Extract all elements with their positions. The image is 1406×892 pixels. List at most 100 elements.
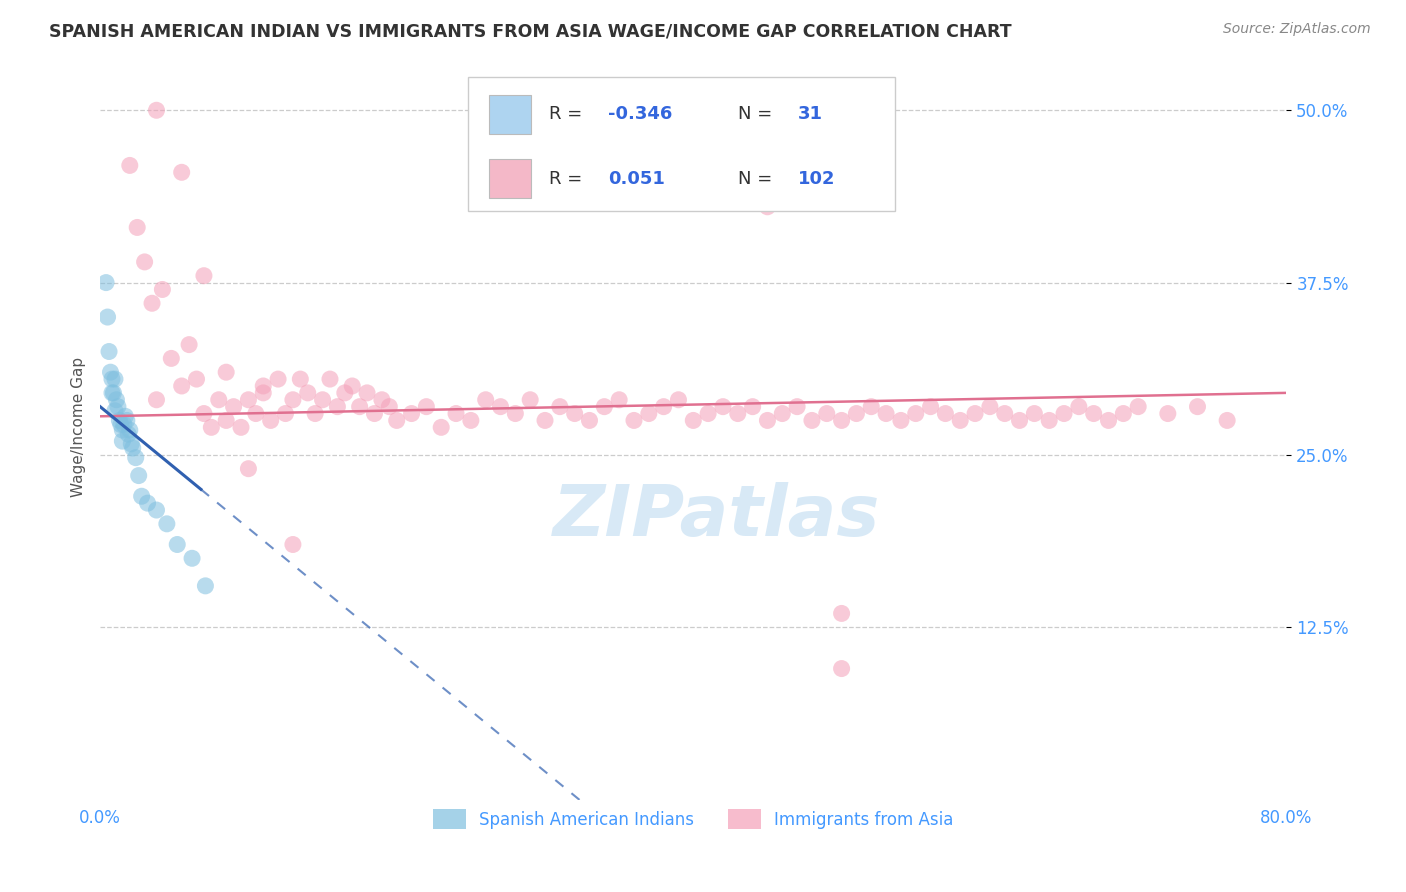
Point — [711, 400, 734, 414]
Point — [845, 407, 868, 421]
Point — [652, 400, 675, 414]
Text: 0.051: 0.051 — [607, 169, 665, 187]
Point — [108, 413, 131, 427]
Point — [378, 400, 401, 414]
Point — [121, 441, 143, 455]
Point — [215, 413, 238, 427]
Point — [145, 503, 167, 517]
Point — [260, 413, 283, 427]
Point — [1187, 400, 1209, 414]
Point — [100, 365, 122, 379]
Point — [460, 413, 482, 427]
Point — [860, 400, 883, 414]
Point — [170, 165, 193, 179]
Point — [326, 400, 349, 414]
Point — [756, 200, 779, 214]
Point — [166, 537, 188, 551]
Point — [1128, 400, 1150, 414]
Text: N =: N = — [738, 169, 779, 187]
Point — [281, 537, 304, 551]
Point — [890, 413, 912, 427]
Point — [682, 165, 704, 179]
Point — [489, 400, 512, 414]
Point — [111, 423, 134, 437]
Point — [170, 379, 193, 393]
Point — [145, 103, 167, 118]
Point — [114, 409, 136, 424]
Point — [131, 489, 153, 503]
Point — [141, 296, 163, 310]
Point — [96, 310, 118, 324]
Point — [297, 385, 319, 400]
Point — [1216, 413, 1239, 427]
Point — [1053, 407, 1076, 421]
Point — [815, 407, 838, 421]
Text: R =: R = — [548, 169, 588, 187]
Point — [1083, 407, 1105, 421]
Point — [875, 407, 897, 421]
Point — [831, 413, 853, 427]
Point — [727, 407, 749, 421]
Point — [94, 276, 117, 290]
Point — [385, 413, 408, 427]
Point — [229, 420, 252, 434]
Point — [534, 413, 557, 427]
Point — [193, 407, 215, 421]
Point — [200, 420, 222, 434]
Point — [1157, 407, 1180, 421]
Point — [593, 400, 616, 414]
Point — [117, 427, 139, 442]
Point — [682, 413, 704, 427]
Point — [371, 392, 394, 407]
Point — [697, 407, 720, 421]
Point — [548, 400, 571, 414]
Bar — [489, 95, 531, 134]
Point — [994, 407, 1017, 421]
Point — [505, 407, 527, 421]
Point — [136, 496, 159, 510]
Point — [145, 392, 167, 407]
Point — [267, 372, 290, 386]
Point — [101, 385, 124, 400]
Text: ZIPatlas: ZIPatlas — [554, 483, 880, 551]
Point — [98, 344, 121, 359]
Point — [274, 407, 297, 421]
Point — [118, 158, 141, 172]
Point — [245, 407, 267, 421]
Point — [430, 420, 453, 434]
Point — [607, 117, 630, 131]
Point — [118, 423, 141, 437]
Point — [127, 220, 149, 235]
Point — [238, 461, 260, 475]
Point — [349, 400, 371, 414]
Point — [304, 407, 326, 421]
Point — [786, 400, 808, 414]
Point — [401, 407, 423, 421]
Point — [120, 437, 142, 451]
Point — [215, 365, 238, 379]
Y-axis label: Wage/Income Gap: Wage/Income Gap — [72, 358, 86, 498]
Point — [756, 413, 779, 427]
Point — [415, 400, 437, 414]
Point — [519, 392, 541, 407]
Text: Source: ZipAtlas.com: Source: ZipAtlas.com — [1223, 22, 1371, 37]
Point — [934, 407, 956, 421]
Point — [177, 337, 200, 351]
Point — [637, 407, 659, 421]
Point — [1067, 400, 1090, 414]
Text: 31: 31 — [797, 105, 823, 123]
Point — [181, 551, 204, 566]
Point — [363, 407, 385, 421]
Point — [101, 372, 124, 386]
Point — [904, 407, 927, 421]
FancyBboxPatch shape — [468, 78, 896, 211]
Point — [444, 407, 467, 421]
Point — [831, 662, 853, 676]
Point — [107, 400, 129, 414]
Point — [194, 579, 217, 593]
Point — [186, 372, 208, 386]
Point — [112, 417, 135, 432]
Text: R =: R = — [548, 105, 588, 123]
Point — [668, 392, 690, 407]
Point — [342, 379, 364, 393]
